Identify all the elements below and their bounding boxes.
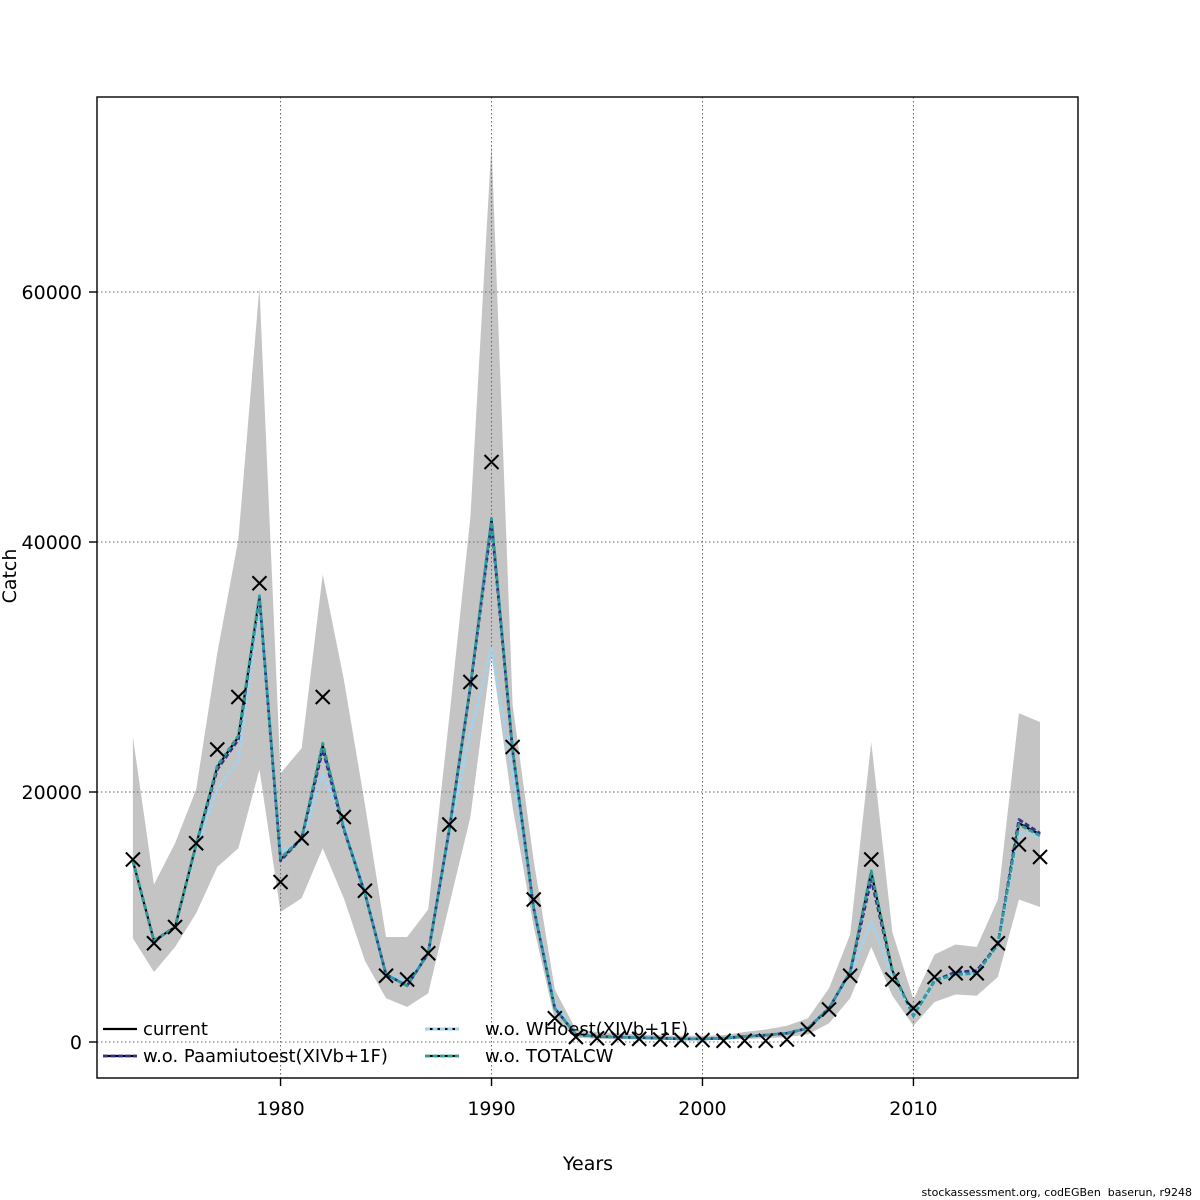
series-line-4 [131, 516, 1041, 1041]
legend-item-1: current [103, 1019, 208, 1040]
chart-layers: 1980 1990 2000 2010 0 20000 40000 60000 [22, 96, 1079, 1120]
confidence-band [132, 143, 1041, 1041]
x-tick-label: 1990 [467, 1098, 515, 1120]
y-tick-label: 60000 [22, 282, 82, 304]
legend-label: w.o. Paamiutoest(XIVb+1F) [143, 1046, 388, 1067]
legend-label: current [143, 1019, 208, 1040]
x-tick-label: 2000 [678, 1098, 726, 1120]
legend-item-4: w.o. TOTALCW [425, 1046, 614, 1067]
legend-label: w.o. WHoest(XIVb+1F) [485, 1019, 688, 1040]
legend-label: w.o. TOTALCW [485, 1046, 614, 1067]
plot-frame [96, 96, 1079, 1079]
series-line-3 [131, 605, 1041, 1041]
y-tick-label: 0 [70, 1032, 82, 1054]
attribution-text: stockassessment.org, codEGBen baserun, r… [922, 1186, 1192, 1199]
x-tick-label: 1980 [256, 1098, 304, 1120]
y-tick-label: 20000 [22, 782, 82, 804]
y-tick-label: 40000 [22, 532, 82, 554]
observed-catch-markers [125, 454, 1048, 1049]
x-axis-title: Years [562, 1153, 613, 1175]
y-axis-title: Catch [0, 549, 21, 604]
legend-item-3: w.o. WHoest(XIVb+1F) [425, 1019, 688, 1040]
legend: current w.o. Paamiutoest(XIVb+1F) w.o. WHo… [103, 1019, 688, 1067]
x-tick-label: 2010 [889, 1098, 937, 1120]
legend-item-2: w.o. Paamiutoest(XIVb+1F) [103, 1046, 388, 1067]
